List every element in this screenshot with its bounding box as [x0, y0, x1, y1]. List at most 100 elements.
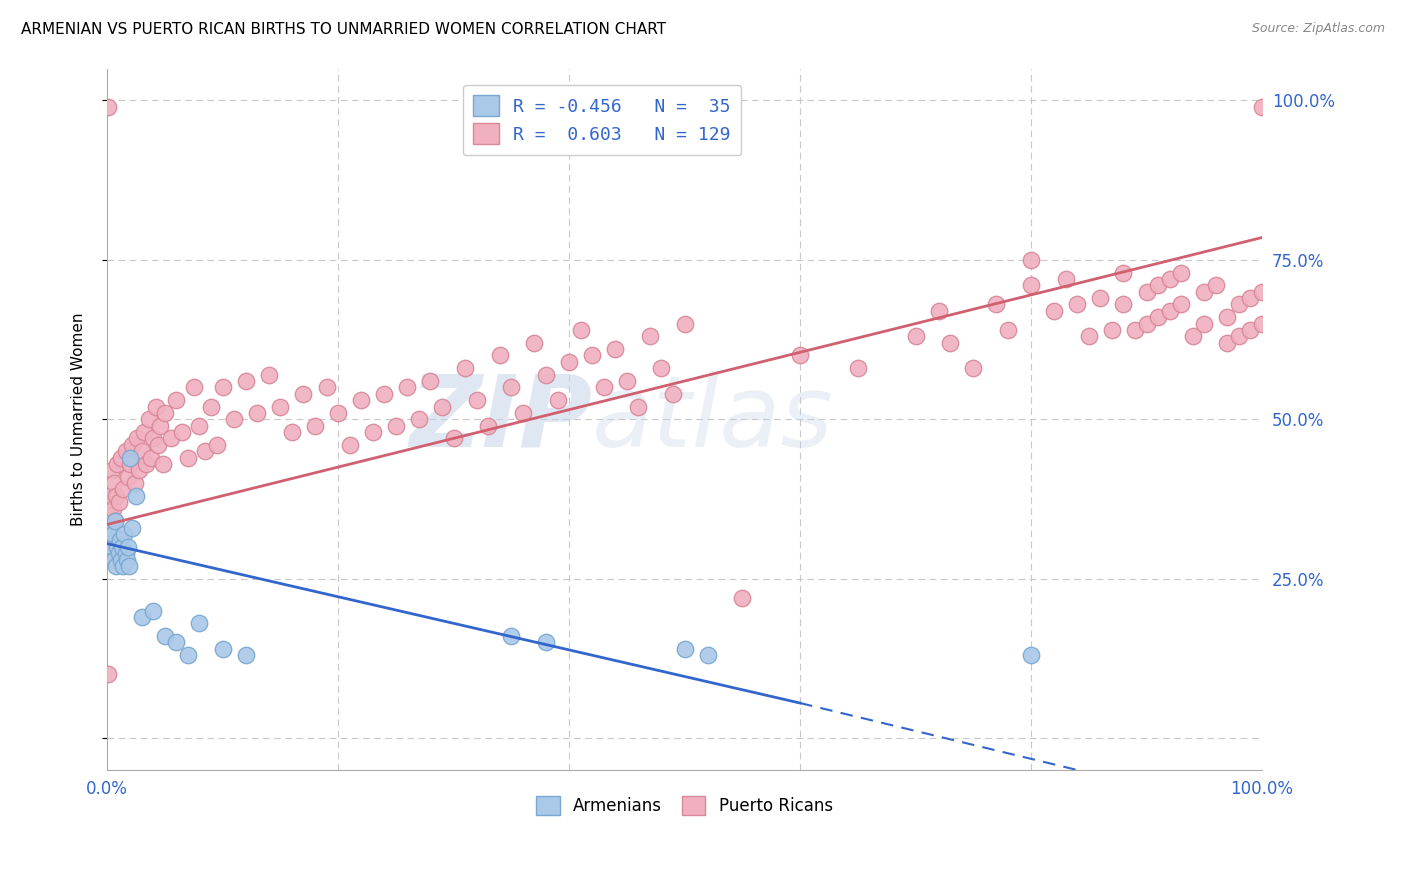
Point: [117, 540, 139, 554]
Point: [152, 457, 174, 471]
Point: [139, 450, 162, 465]
Point: [430, 400, 453, 414]
Point: [1077, 329, 1099, 343]
Point: [172, 425, 194, 439]
Point: [105, 489, 128, 503]
Point: [1147, 310, 1170, 325]
Point: [501, 380, 523, 394]
Point: [165, 393, 187, 408]
Point: [153, 629, 176, 643]
Point: [1170, 297, 1192, 311]
Point: [1043, 303, 1066, 318]
Point: [488, 349, 510, 363]
Point: [928, 303, 950, 318]
Point: [339, 438, 361, 452]
Point: [385, 418, 408, 433]
Point: [146, 438, 169, 452]
Point: [104, 514, 127, 528]
Point: [118, 558, 141, 573]
Point: [127, 431, 149, 445]
Point: [650, 361, 672, 376]
Point: [1159, 303, 1181, 318]
Point: [534, 635, 557, 649]
Y-axis label: Births to Unmarried Women: Births to Unmarried Women: [72, 312, 86, 526]
Point: [534, 368, 557, 382]
Point: [97, 667, 120, 681]
Point: [188, 616, 211, 631]
Point: [104, 514, 127, 528]
Point: [1019, 252, 1042, 267]
Point: [115, 552, 138, 566]
Point: [1112, 266, 1135, 280]
Point: [124, 476, 146, 491]
Point: [569, 323, 592, 337]
Point: [1147, 278, 1170, 293]
Point: [1194, 317, 1216, 331]
Point: [112, 558, 135, 573]
Point: [1159, 272, 1181, 286]
Point: [112, 483, 135, 497]
Point: [1216, 310, 1239, 325]
Point: [627, 400, 650, 414]
Point: [501, 629, 523, 643]
Point: [145, 400, 167, 414]
Point: [547, 393, 569, 408]
Point: [326, 406, 349, 420]
Point: [114, 546, 136, 560]
Point: [121, 521, 143, 535]
Point: [257, 368, 280, 382]
Point: [1123, 323, 1146, 337]
Point: [97, 100, 120, 114]
Point: [1101, 323, 1123, 337]
Point: [616, 374, 638, 388]
Point: [211, 641, 233, 656]
Point: [1135, 285, 1157, 299]
Point: [159, 431, 181, 445]
Point: [592, 380, 614, 394]
Point: [100, 463, 122, 477]
Point: [1227, 329, 1250, 343]
Point: [224, 412, 246, 426]
Point: [107, 495, 129, 509]
Point: [100, 521, 122, 535]
Point: [211, 380, 233, 394]
Point: [269, 400, 291, 414]
Point: [605, 342, 627, 356]
Point: [120, 457, 142, 471]
Point: [194, 444, 217, 458]
Point: [132, 425, 155, 439]
Point: [120, 450, 142, 465]
Point: [1194, 285, 1216, 299]
Point: [281, 425, 304, 439]
Point: [165, 635, 187, 649]
Point: [112, 527, 135, 541]
Point: [1205, 278, 1227, 293]
Point: [523, 335, 546, 350]
Text: Source: ZipAtlas.com: Source: ZipAtlas.com: [1251, 22, 1385, 36]
Point: [98, 546, 121, 560]
Point: [131, 444, 153, 458]
Point: [1216, 335, 1239, 350]
Point: [177, 450, 200, 465]
Point: [188, 418, 211, 433]
Point: [939, 335, 962, 350]
Point: [142, 603, 165, 617]
Point: [100, 508, 122, 522]
Point: [110, 552, 132, 566]
Point: [101, 527, 124, 541]
Point: [108, 533, 131, 548]
Point: [131, 610, 153, 624]
Point: [1239, 323, 1261, 337]
Point: [153, 406, 176, 420]
Point: [1019, 278, 1042, 293]
Point: [304, 418, 326, 433]
Point: [1181, 329, 1204, 343]
Point: [107, 457, 129, 471]
Text: ARMENIAN VS PUERTO RICAN BIRTHS TO UNMARRIED WOMEN CORRELATION CHART: ARMENIAN VS PUERTO RICAN BIRTHS TO UNMAR…: [21, 22, 666, 37]
Point: [235, 374, 257, 388]
Point: [350, 393, 373, 408]
Point: [789, 349, 811, 363]
Point: [1170, 266, 1192, 280]
Point: [101, 501, 124, 516]
Legend: Armenians, Puerto Ricans: Armenians, Puerto Ricans: [526, 786, 842, 825]
